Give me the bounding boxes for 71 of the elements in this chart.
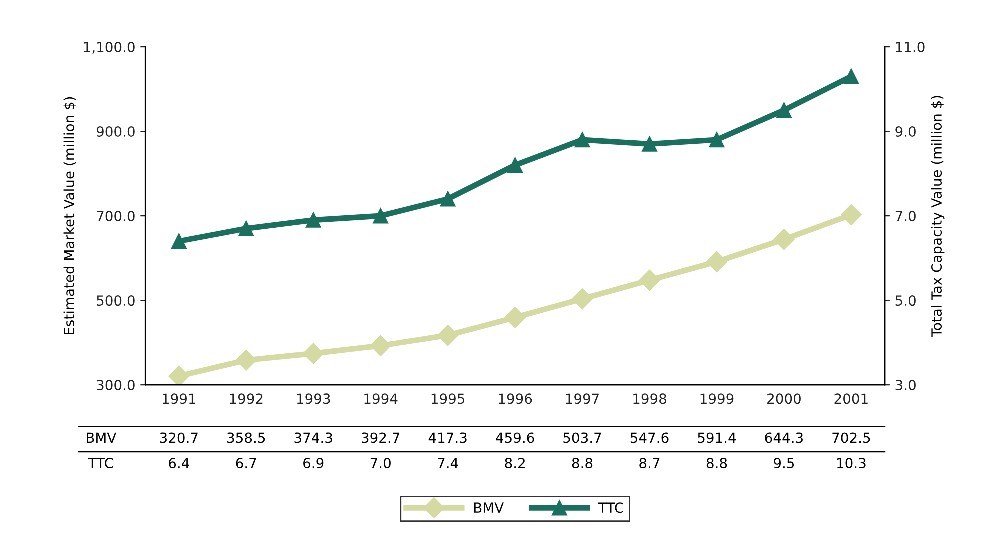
- data-label: 702.5: [832, 432, 870, 444]
- point: [238, 221, 254, 236]
- data-label: 392.7: [362, 432, 400, 444]
- y2-axis-title: Total Tax Capacity Value (million $): [931, 96, 945, 338]
- data-label: 6.7: [236, 458, 256, 469]
- data-label: 503.7: [564, 432, 602, 444]
- data-label: 8.8: [706, 458, 728, 469]
- data-label: 417.3: [428, 432, 467, 444]
- point: [508, 158, 523, 173]
- point: [168, 366, 190, 386]
- y-tick-label: 900.0: [96, 126, 135, 138]
- point: [776, 102, 792, 118]
- point: [574, 132, 590, 148]
- text: TTC: [88, 458, 114, 469]
- data-label: 9.5: [774, 458, 794, 469]
- data-label: 644.3: [765, 432, 803, 444]
- data-label: 6.4: [169, 458, 190, 469]
- y-axis-title: Estimated Market Value (million $): [64, 97, 76, 335]
- x-tick-label: 1994: [364, 394, 398, 404]
- point: [306, 212, 322, 228]
- point: [438, 325, 459, 346]
- data-label: 10.3: [838, 458, 866, 469]
- data-label: 459.6: [496, 432, 534, 444]
- y2-tick-label: 7.0: [896, 211, 916, 222]
- point: [642, 136, 658, 152]
- data-label: 320.7: [160, 432, 198, 444]
- point: [706, 251, 728, 272]
- x-tick-label: 2000: [768, 394, 801, 404]
- data-label: 7.0: [370, 458, 391, 469]
- point: [303, 343, 324, 364]
- point: [236, 350, 257, 371]
- y2-tick-label: 5.0: [896, 296, 916, 306]
- x-tick-label: 1996: [499, 394, 532, 404]
- x-tick-label: 1997: [566, 394, 600, 404]
- point: [373, 208, 388, 224]
- data-label: 7.4: [438, 458, 458, 468]
- point: [709, 132, 725, 148]
- point: [370, 335, 392, 356]
- x-tick-label: 1999: [700, 394, 734, 404]
- y-tick-label: 700.0: [97, 211, 135, 222]
- data-label: 8.2: [505, 458, 525, 469]
- x-tick-label: 1993: [297, 394, 330, 404]
- y2-tick-label: 3.0: [896, 380, 916, 391]
- x-tick-label: 1995: [432, 394, 465, 404]
- y-tick-label: 300.0: [97, 380, 135, 391]
- data-label: 374.3: [294, 432, 332, 444]
- x-tick-label: 2001: [834, 394, 868, 404]
- point: [172, 234, 187, 250]
- text: BMV: [87, 432, 117, 444]
- data-label: 358.5: [228, 432, 266, 444]
- x-tick-label: 1991: [162, 394, 196, 404]
- y2-tick-label: 9.0: [896, 126, 916, 138]
- point: [572, 288, 594, 310]
- point: [504, 307, 526, 328]
- data-label: 6.9: [304, 458, 324, 469]
- data-label: 591.4: [698, 432, 736, 444]
- point: [840, 204, 862, 226]
- point: [440, 192, 456, 207]
- y-tick-label: 1,100.0: [84, 42, 135, 54]
- data-label: 8.7: [640, 458, 660, 469]
- data-label: 547.6: [630, 432, 669, 444]
- legend-label: BMV: [474, 502, 504, 513]
- data-label: 8.8: [572, 458, 593, 469]
- point: [639, 270, 660, 291]
- x-tick-label: 1998: [634, 394, 666, 404]
- point: [844, 68, 860, 84]
- point: [774, 229, 795, 250]
- x-tick-label: 1992: [230, 394, 263, 404]
- y2-tick-label: 11.0: [896, 42, 925, 53]
- legend-label: TTC: [598, 502, 624, 514]
- y-tick-label: 500.0: [97, 296, 135, 306]
